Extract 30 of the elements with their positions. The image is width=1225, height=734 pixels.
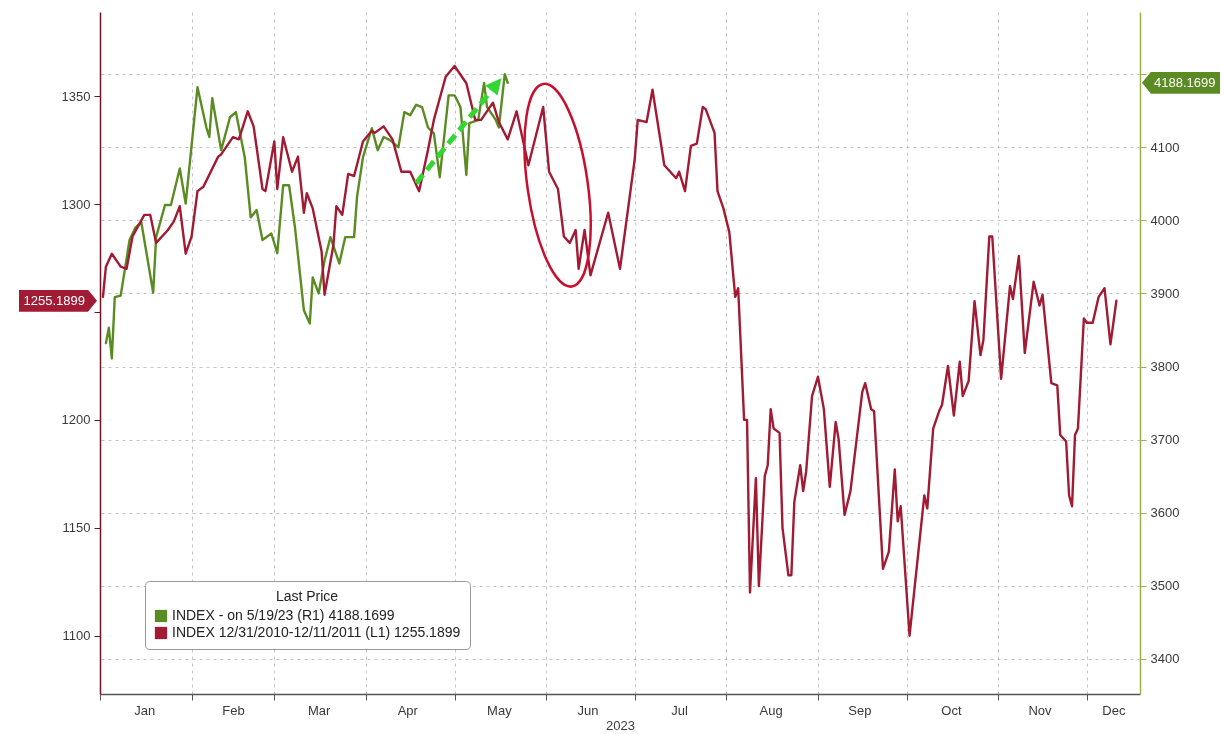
- y-tick-label: 1350: [61, 88, 91, 104]
- y2-tick-label: 4000: [1150, 212, 1180, 228]
- y-tick-label: 1100: [62, 628, 91, 644]
- y2-tick-label: 4100: [1150, 139, 1180, 155]
- legend-title: Last Price: [275, 588, 339, 604]
- y2-tick-label: 3600: [1150, 505, 1180, 521]
- y2-tick-label: 3800: [1150, 359, 1180, 375]
- x-tick-label: Apr: [397, 702, 419, 718]
- x-tick-label: Oct: [941, 702, 962, 718]
- x-tick-label: Jan: [134, 702, 156, 718]
- y2-tick-label: 3700: [1150, 432, 1180, 448]
- y2-tick-label: 3900: [1150, 285, 1180, 301]
- y-tick-label: 1300: [61, 196, 91, 212]
- line-series: [104, 72, 509, 360]
- x-tick-label: Nov: [1028, 702, 1053, 718]
- y-tick-label: 1150: [62, 520, 91, 536]
- x-tick-label: Jun: [577, 702, 599, 718]
- x-axis-title: 2023: [606, 717, 635, 733]
- legend-label: INDEX 12/31/2010-12/11/2011 (L1) 1255.1899: [172, 624, 461, 640]
- x-tick-label: Sep: [848, 702, 872, 718]
- x-tick-label: May: [487, 702, 513, 718]
- x-tick-label: Jul: [671, 702, 689, 718]
- y-tick-label: 1200: [61, 412, 91, 428]
- x-tick-label: Mar: [307, 702, 331, 718]
- x-tick-label: Dec: [1102, 702, 1126, 718]
- y2-tick-label: 3400: [1150, 651, 1180, 667]
- legend-label: INDEX - on 5/19/23 (R1) 4188.1699: [172, 607, 395, 623]
- x-tick-label: Feb: [222, 702, 245, 718]
- y2-tick-label: 3500: [1150, 578, 1180, 594]
- x-tick-label: Aug: [759, 702, 783, 718]
